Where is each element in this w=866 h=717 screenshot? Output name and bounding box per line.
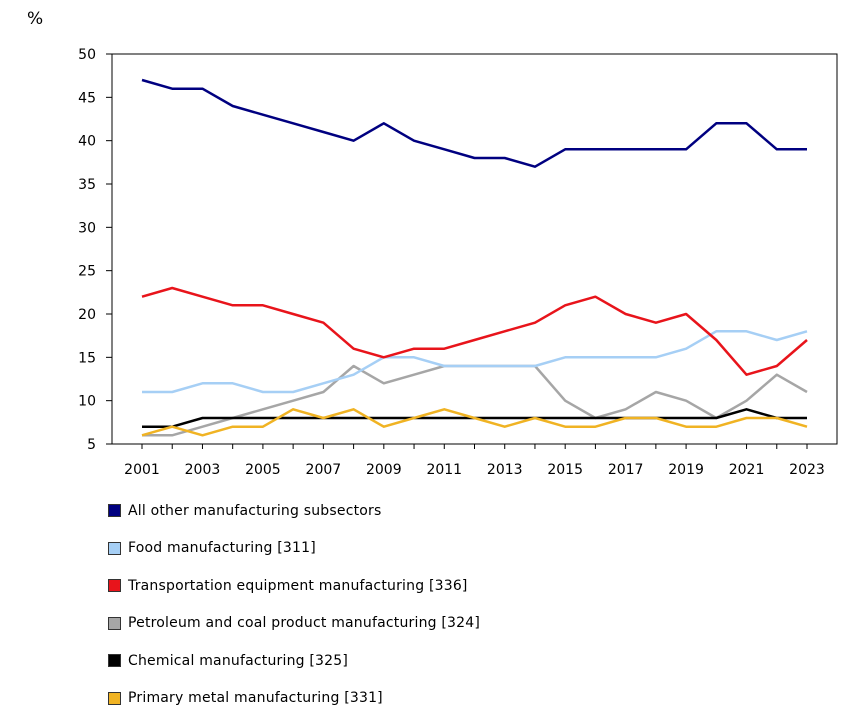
y-axis-unit-label: %: [27, 9, 43, 29]
legend-swatch: [108, 579, 121, 592]
legend-item: Food manufacturing [311]: [108, 530, 480, 568]
x-tick-label: 2001: [124, 462, 160, 478]
series-line-2: [142, 288, 807, 375]
x-tick-label: 2015: [547, 462, 583, 478]
y-tick-label: 10: [78, 394, 96, 410]
legend-swatch: [108, 692, 121, 705]
y-tick-label: 15: [78, 350, 96, 366]
x-tick-label: 2005: [245, 462, 281, 478]
x-tick-label: 2011: [426, 462, 462, 478]
legend-swatch: [108, 542, 121, 555]
legend-item: All other manufacturing subsectors: [108, 492, 480, 530]
y-tick-label: 30: [78, 220, 96, 236]
legend-item: Chemical manufacturing [325]: [108, 642, 480, 680]
x-tick-label: 2013: [487, 462, 523, 478]
x-axis: 2001 2003 2005 2007 2009 2011 2013 2015 2017 2019…: [124, 444, 825, 478]
legend-label: Transportation equipment manufacturing […: [128, 578, 468, 594]
legend-label: Primary metal manufacturing [331]: [128, 690, 383, 706]
legend-swatch: [108, 504, 121, 517]
legend-item: Primary metal manufacturing [331]: [108, 680, 480, 717]
legend-label: All other manufacturing subsectors: [128, 503, 382, 519]
legend-item: Transportation equipment manufacturing […: [108, 567, 480, 605]
plot-area-frame: [112, 54, 837, 444]
y-tick-label: 35: [78, 177, 96, 193]
legend-label: Petroleum and coal product manufacturing…: [128, 615, 480, 631]
legend-swatch: [108, 654, 121, 667]
legend-label: Chemical manufacturing [325]: [128, 653, 348, 669]
x-tick-label: 2021: [729, 462, 765, 478]
x-tick-label: 2007: [306, 462, 342, 478]
x-tick-label: 2023: [789, 462, 825, 478]
series-line-0: [142, 80, 807, 167]
y-tick-label: 50: [78, 47, 96, 63]
series-line-3: [142, 366, 807, 435]
x-tick-label: 2019: [668, 462, 704, 478]
legend-swatch: [108, 617, 121, 630]
y-tick-label: 40: [78, 134, 96, 150]
legend-item: Petroleum and coal product manufacturing…: [108, 605, 480, 643]
y-tick-label: 20: [78, 307, 96, 323]
x-tick-label: 2017: [608, 462, 644, 478]
y-tick-label: 45: [78, 90, 96, 106]
y-axis: 5 10 15 20 25 30 35 40 45 50: [78, 47, 112, 453]
x-tick-label: 2009: [366, 462, 402, 478]
y-tick-label: 25: [78, 264, 96, 280]
legend-label: Food manufacturing [311]: [128, 540, 316, 556]
series-lines: [142, 80, 807, 435]
y-tick-label: 5: [87, 437, 96, 453]
legend: All other manufacturing subsectors Food m…: [108, 492, 480, 717]
x-tick-label: 2003: [185, 462, 221, 478]
